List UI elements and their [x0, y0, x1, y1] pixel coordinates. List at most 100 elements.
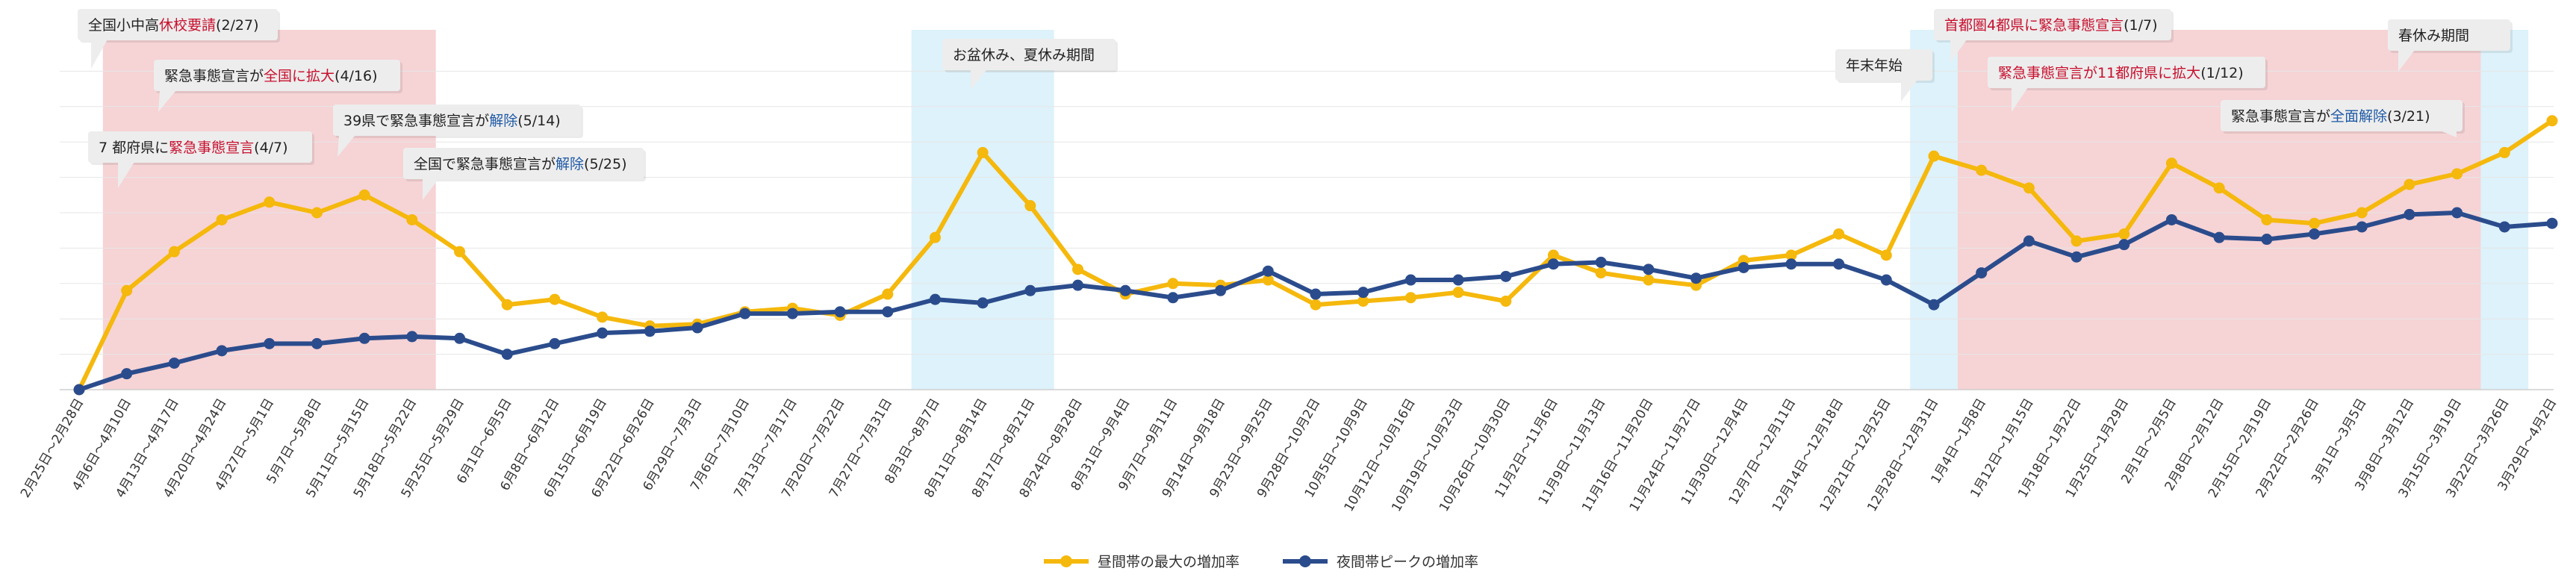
callout-text-part: 39県で緊急事態宣言が [343, 113, 489, 129]
callout-box [88, 131, 312, 163]
data-point [739, 308, 751, 319]
data-point [882, 288, 894, 300]
callout-box [403, 148, 644, 179]
data-point [549, 337, 561, 349]
callout-text-part: 緊急事態宣言が [164, 68, 264, 84]
callout-text-part: (4/16) [335, 68, 378, 84]
data-point [501, 299, 513, 311]
callout-label: 緊急事態宣言が全国に拡大(4/16) [164, 68, 378, 84]
data-point [311, 337, 323, 349]
callout-label: 首都圏4都県に緊急事態宣言(1/7) [1944, 17, 2158, 34]
callout-text-part: 全国小中高 [88, 17, 159, 34]
callout-obon-summer: お盆休み、夏休み期間 [942, 39, 1118, 90]
callout-text-part: 年末年始 [1846, 57, 1903, 74]
callout-tokyo-area-four: 首都圏4都県に緊急事態宣言(1/7) [1934, 9, 2174, 63]
callout-expand-nationwide: 緊急事態宣言が全国に拡大(4/16) [154, 60, 402, 112]
data-point [2071, 251, 2082, 263]
data-point [2356, 207, 2368, 219]
data-point [1262, 274, 1274, 286]
data-point [1357, 296, 1369, 307]
data-point [1215, 284, 1227, 296]
callout-text-part: 全面解除 [2330, 108, 2387, 125]
data-point [977, 297, 989, 309]
callout-label: 春休み期間 [2398, 28, 2469, 44]
data-point [597, 327, 609, 339]
data-point [597, 311, 609, 323]
callout-box [1934, 9, 2171, 40]
data-point [264, 337, 276, 349]
data-point [2404, 178, 2415, 190]
callout-label: 39県で緊急事態宣言が解除(5/14) [343, 113, 561, 129]
data-point [168, 357, 180, 369]
data-point [2546, 217, 2558, 229]
callout-label: お盆休み、夏休み期間 [953, 47, 1095, 63]
legend-item-2: 夜間帯ピークの増加率 [1283, 554, 1478, 570]
data-point [2261, 234, 2273, 246]
data-point [2165, 158, 2177, 169]
callout-box [78, 9, 278, 40]
data-point [882, 306, 894, 318]
callout-text-part: (5/25) [584, 156, 627, 172]
callout-text-part: (5/14) [517, 113, 561, 129]
legend-item-1: 昼間帯の最大の増加率 [1044, 554, 1239, 570]
data-point [977, 146, 989, 158]
callout-label: 全国で緊急事態宣言が解除(5/25) [414, 156, 627, 172]
data-point [1595, 267, 1607, 279]
period-band-holiday-2 [1910, 30, 1958, 390]
callout-box [942, 39, 1116, 70]
data-point [2023, 235, 2035, 247]
data-point [1547, 258, 1559, 270]
data-point [121, 284, 133, 296]
data-point [1928, 299, 1940, 311]
callout-pointer [1901, 80, 1917, 102]
data-point [216, 345, 228, 357]
data-point [1024, 284, 1036, 296]
data-point [73, 384, 85, 396]
callout-text-part: 緊急事態宣言が [2231, 108, 2330, 125]
data-point [2498, 221, 2510, 233]
callout-text-part: 解除 [556, 156, 584, 172]
callout-pointer [158, 90, 176, 112]
data-point [2213, 182, 2225, 194]
callout-text-part: お盆休み、夏休み期間 [953, 47, 1095, 63]
data-point [1357, 287, 1369, 299]
data-point [358, 189, 370, 201]
data-point [691, 322, 703, 334]
legend-label: 夜間帯ピークの増加率 [1337, 554, 1478, 570]
callout-text-part: (2/27) [216, 17, 259, 34]
callout-text-part: 全国で緊急事態宣言が [414, 156, 556, 172]
legend: 昼間帯の最大の増加率 夜間帯ピークの増加率 [1044, 554, 1478, 570]
data-point [1310, 288, 1322, 300]
period-band-emergency-3 [1957, 30, 2481, 390]
callout-39-prefectures-lifted: 39県で緊急事態宣言が解除(5/14) [333, 105, 583, 157]
data-point [2023, 182, 2035, 194]
data-point [311, 207, 323, 219]
data-point [786, 308, 798, 319]
data-point [1737, 261, 1749, 273]
data-point [1690, 272, 1702, 284]
data-point [1072, 279, 1084, 291]
annotation-callouts: 全国小中高休校要請(2/27)緊急事態宣言が全国に拡大(4/16)7 都府県に緊… [78, 9, 2513, 200]
data-point [1643, 264, 1655, 275]
data-point [264, 196, 276, 208]
data-point [2451, 168, 2463, 180]
legend-swatch-marker [1299, 555, 1311, 567]
data-point [1310, 299, 1322, 311]
callout-text-part: (4/7) [254, 140, 287, 156]
legend-label: 昼間帯の最大の増加率 [1098, 554, 1239, 570]
callout-pointer [971, 69, 987, 90]
callout-text-part: 休校要請 [159, 17, 216, 34]
data-point [2071, 235, 2082, 247]
data-point [1595, 256, 1607, 268]
data-point [1404, 274, 1416, 286]
callout-pointer [91, 40, 108, 69]
data-point [2451, 207, 2463, 219]
callout-text-part: 首都圏4都県に緊急事態宣言 [1944, 17, 2124, 34]
callout-pointer [118, 162, 134, 188]
callout-year-end: 年末年始 [1835, 49, 1935, 102]
data-point [929, 231, 941, 243]
data-point [358, 332, 370, 344]
callout-pointer [2440, 131, 2457, 137]
callout-label: 緊急事態宣言が11都府県に拡大(1/12) [1998, 65, 2244, 81]
